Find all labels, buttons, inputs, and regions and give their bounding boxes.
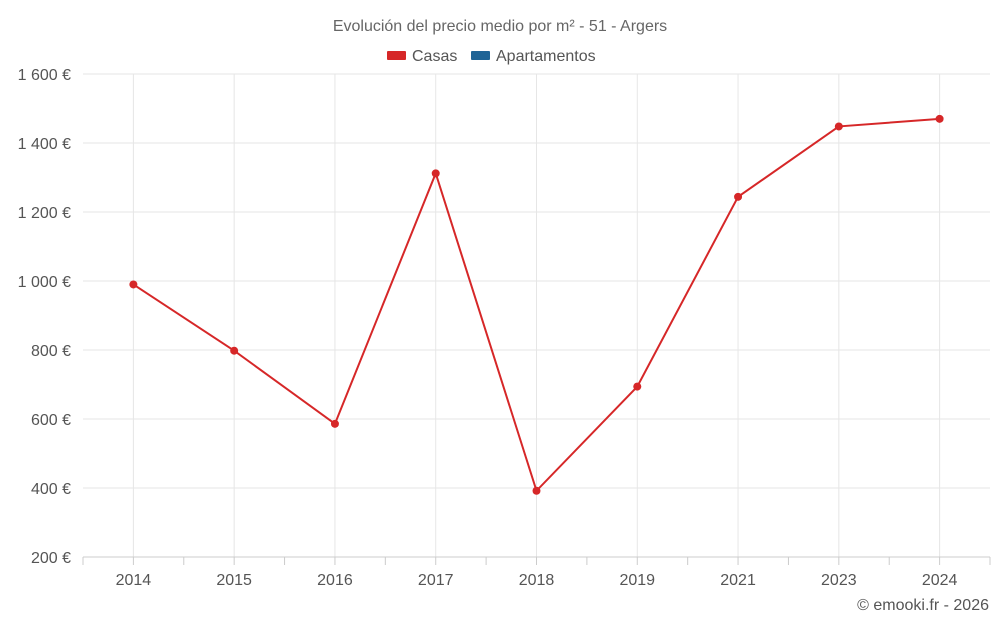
y-tick-label: 1 600 €: [18, 67, 71, 84]
legend: Casas Apartamentos: [387, 48, 596, 65]
plot-area: [129, 114, 944, 495]
x-tick-label: 2014: [116, 572, 152, 589]
legend-item-apartamentos[interactable]: Apartamentos: [471, 48, 596, 65]
x-tick-label: 2023: [821, 572, 857, 589]
legend-item-casas[interactable]: Casas: [387, 48, 457, 65]
x-tick-label: 2017: [418, 572, 454, 589]
chart-title: Evolución del precio medio por m² - 51 -…: [333, 18, 667, 35]
data-point-casas-2021[interactable]: [734, 192, 743, 201]
y-tick-label: 1 000 €: [18, 274, 71, 291]
data-point-casas-2015[interactable]: [230, 346, 239, 355]
legend-swatch-apartamentos: [471, 51, 490, 60]
data-point-casas-2017[interactable]: [431, 169, 440, 178]
data-point-casas-2018[interactable]: [532, 486, 541, 495]
y-tick-label: 1 200 €: [18, 205, 71, 222]
x-tick-label: 2019: [619, 572, 655, 589]
x-tick-label: 2021: [720, 572, 756, 589]
x-tick-label: 2024: [922, 572, 958, 589]
legend-swatch-casas: [387, 51, 406, 60]
y-tick-label: 800 €: [31, 343, 71, 360]
legend-label-casas: Casas: [412, 48, 457, 65]
y-tick-label: 1 400 €: [18, 136, 71, 153]
x-tick-label: 2015: [216, 572, 252, 589]
data-point-casas-2019[interactable]: [633, 382, 642, 391]
grid: [83, 73, 990, 557]
data-point-casas-2023[interactable]: [834, 122, 843, 131]
y-axis: 200 € 400 € 600 € 800 € 1 000 € 1 200 € 1 400 …: [18, 67, 71, 567]
data-point-casas-2024[interactable]: [935, 114, 944, 123]
y-tick-label: 200 €: [31, 550, 71, 567]
x-axis: 2014 2015 2016 2017 2018 2019 2021 2023 2024: [82, 556, 991, 589]
data-point-casas-2016[interactable]: [330, 419, 339, 428]
credit[interactable]: © emooki.fr - 2026: [857, 597, 989, 614]
legend-label-apartamentos: Apartamentos: [496, 48, 596, 65]
y-tick-label: 400 €: [31, 481, 71, 498]
data-point-casas-2014[interactable]: [129, 280, 138, 289]
y-tick-label: 600 €: [31, 412, 71, 429]
x-tick-label: 2016: [317, 572, 353, 589]
x-tick-label: 2018: [519, 572, 555, 589]
